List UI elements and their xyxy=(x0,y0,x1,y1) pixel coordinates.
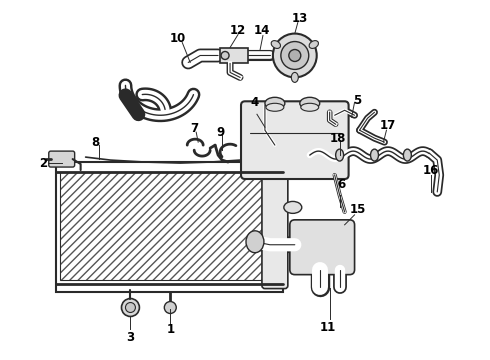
Text: 13: 13 xyxy=(292,12,308,25)
Text: 9: 9 xyxy=(216,126,224,139)
Ellipse shape xyxy=(370,149,378,161)
Text: 11: 11 xyxy=(319,321,336,334)
Ellipse shape xyxy=(309,41,318,49)
Ellipse shape xyxy=(301,103,318,111)
Ellipse shape xyxy=(292,72,298,82)
Text: 8: 8 xyxy=(92,136,99,149)
Text: 1: 1 xyxy=(166,323,174,336)
Bar xyxy=(220,48,248,63)
FancyBboxPatch shape xyxy=(262,165,288,289)
Text: 7: 7 xyxy=(190,122,198,135)
Text: 6: 6 xyxy=(338,179,346,192)
Bar xyxy=(56,162,283,292)
Text: 16: 16 xyxy=(423,163,440,176)
Circle shape xyxy=(289,50,301,62)
Text: 3: 3 xyxy=(126,331,135,344)
Ellipse shape xyxy=(246,231,264,253)
Text: 14: 14 xyxy=(254,24,270,37)
Text: 2: 2 xyxy=(39,157,47,170)
Ellipse shape xyxy=(271,41,280,49)
Text: 15: 15 xyxy=(349,203,366,216)
Ellipse shape xyxy=(300,97,319,109)
Circle shape xyxy=(273,33,317,77)
Text: 5: 5 xyxy=(353,94,362,107)
Text: 17: 17 xyxy=(379,119,395,132)
FancyBboxPatch shape xyxy=(241,101,348,179)
Circle shape xyxy=(281,41,309,69)
FancyBboxPatch shape xyxy=(49,151,74,167)
Ellipse shape xyxy=(284,201,302,213)
Bar xyxy=(60,172,279,280)
Bar xyxy=(60,172,279,280)
Text: 18: 18 xyxy=(329,132,346,145)
Text: 10: 10 xyxy=(170,32,186,45)
Circle shape xyxy=(164,302,176,314)
Ellipse shape xyxy=(336,149,343,161)
Circle shape xyxy=(122,298,140,316)
Text: 12: 12 xyxy=(230,24,246,37)
Text: 4: 4 xyxy=(251,96,259,109)
Ellipse shape xyxy=(403,149,412,161)
Circle shape xyxy=(125,302,135,312)
Ellipse shape xyxy=(221,51,229,59)
Ellipse shape xyxy=(266,103,284,111)
FancyBboxPatch shape xyxy=(290,220,355,275)
Ellipse shape xyxy=(265,97,285,109)
